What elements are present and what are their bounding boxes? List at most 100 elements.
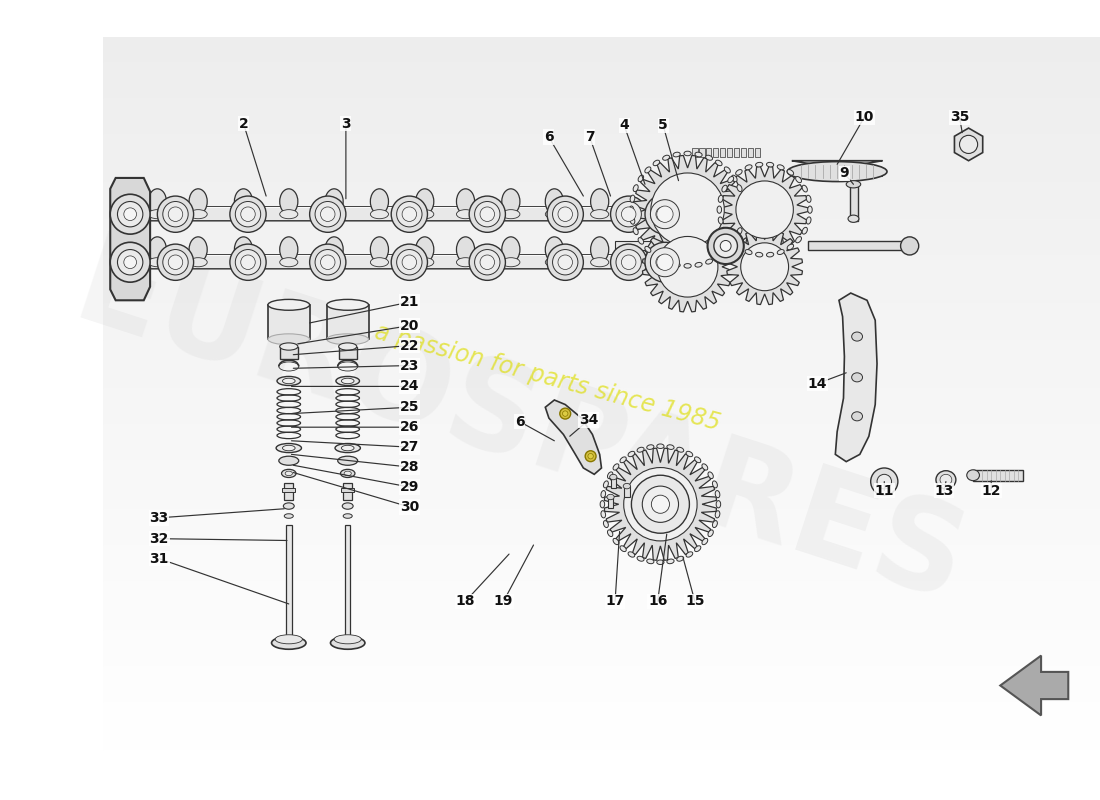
Circle shape	[235, 202, 261, 227]
Circle shape	[124, 256, 136, 269]
Text: 6: 6	[544, 130, 553, 144]
Circle shape	[560, 408, 571, 419]
Bar	[103, 473, 1100, 486]
Ellipse shape	[189, 237, 207, 262]
Ellipse shape	[638, 238, 644, 244]
Circle shape	[470, 244, 505, 280]
Ellipse shape	[851, 332, 862, 341]
Text: 35: 35	[949, 110, 969, 124]
Text: 19: 19	[494, 594, 514, 608]
Ellipse shape	[148, 210, 166, 218]
Ellipse shape	[716, 501, 720, 508]
Ellipse shape	[848, 215, 859, 222]
Bar	[727, 148, 733, 157]
Bar	[103, 606, 1100, 618]
Circle shape	[624, 467, 697, 541]
Bar	[103, 569, 1100, 582]
Ellipse shape	[371, 237, 388, 262]
Ellipse shape	[502, 189, 520, 214]
Ellipse shape	[340, 470, 355, 478]
Ellipse shape	[283, 446, 295, 450]
Ellipse shape	[736, 170, 743, 175]
Bar	[103, 98, 1100, 111]
Bar	[713, 148, 718, 157]
Circle shape	[124, 208, 136, 221]
Bar	[103, 702, 1100, 715]
Ellipse shape	[802, 227, 807, 234]
Bar	[103, 122, 1100, 135]
Bar	[103, 339, 1100, 353]
Circle shape	[403, 255, 417, 270]
Ellipse shape	[591, 210, 608, 218]
Circle shape	[871, 468, 898, 495]
Bar	[103, 726, 1100, 739]
Circle shape	[241, 255, 255, 270]
Circle shape	[736, 181, 793, 238]
Circle shape	[480, 255, 495, 270]
Ellipse shape	[341, 378, 354, 384]
Ellipse shape	[940, 474, 952, 486]
Bar	[103, 678, 1100, 691]
Ellipse shape	[676, 447, 684, 452]
Bar	[740, 148, 746, 157]
Text: a passion for parts since 1985: a passion for parts since 1985	[372, 319, 723, 435]
Bar	[103, 134, 1100, 147]
Text: 25: 25	[399, 400, 419, 414]
Circle shape	[631, 475, 690, 534]
Ellipse shape	[604, 481, 608, 488]
Ellipse shape	[846, 181, 860, 188]
Circle shape	[552, 250, 578, 275]
Bar	[103, 315, 1100, 328]
Text: 26: 26	[399, 420, 419, 434]
Bar	[103, 424, 1100, 437]
Ellipse shape	[234, 237, 253, 262]
Circle shape	[877, 474, 891, 489]
Ellipse shape	[189, 210, 207, 218]
Bar	[624, 486, 629, 497]
Ellipse shape	[343, 514, 352, 518]
Ellipse shape	[630, 195, 635, 202]
Bar	[103, 400, 1100, 413]
Ellipse shape	[601, 501, 605, 508]
Circle shape	[587, 454, 593, 459]
Circle shape	[397, 202, 422, 227]
Ellipse shape	[327, 299, 368, 310]
Ellipse shape	[667, 445, 674, 450]
Bar	[103, 62, 1100, 74]
Ellipse shape	[284, 514, 294, 518]
Polygon shape	[634, 155, 741, 264]
Text: 23: 23	[399, 358, 419, 373]
Circle shape	[645, 194, 685, 234]
Bar	[103, 545, 1100, 558]
Polygon shape	[1000, 656, 1068, 715]
Bar	[103, 497, 1100, 510]
Ellipse shape	[728, 237, 734, 243]
Ellipse shape	[324, 258, 343, 266]
Bar	[103, 654, 1100, 666]
Ellipse shape	[717, 206, 722, 214]
Circle shape	[474, 202, 500, 227]
Bar	[103, 521, 1100, 534]
Ellipse shape	[371, 210, 388, 218]
Circle shape	[651, 173, 724, 246]
Ellipse shape	[806, 195, 811, 202]
Bar	[103, 750, 1100, 763]
Bar	[103, 485, 1100, 498]
Circle shape	[740, 243, 789, 290]
Ellipse shape	[324, 189, 343, 214]
Ellipse shape	[802, 186, 807, 192]
Ellipse shape	[718, 195, 723, 202]
Ellipse shape	[715, 254, 722, 259]
Circle shape	[403, 207, 417, 222]
Ellipse shape	[502, 210, 520, 218]
Bar	[284, 483, 294, 500]
Circle shape	[480, 207, 495, 222]
Ellipse shape	[728, 177, 734, 182]
Ellipse shape	[416, 189, 433, 214]
Bar	[103, 509, 1100, 522]
Bar	[719, 148, 725, 157]
Circle shape	[562, 411, 568, 416]
Bar	[706, 148, 712, 157]
Ellipse shape	[673, 262, 680, 267]
Circle shape	[657, 206, 673, 222]
